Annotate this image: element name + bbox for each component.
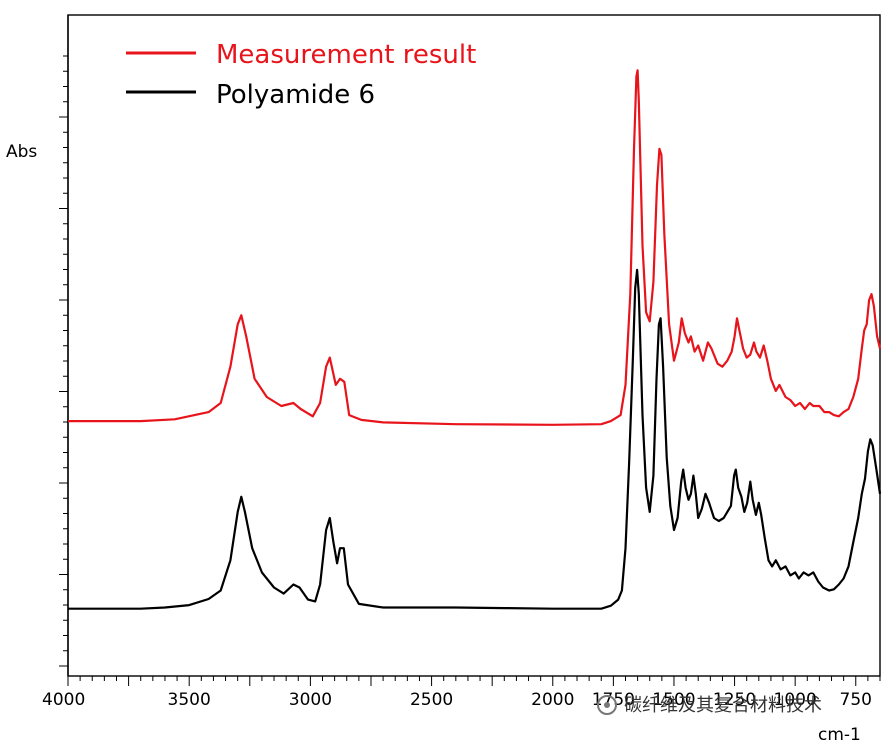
series-layer: [68, 69, 882, 610]
x-tick-label: 3500: [168, 690, 211, 710]
legend-label-measurement: Measurement result: [216, 40, 476, 70]
x-tick-label: 750: [840, 690, 872, 710]
x-axis-label: cm-1: [818, 725, 861, 745]
legend: Measurement result Polyamide 6: [126, 40, 476, 110]
series-line-measurement-result: [68, 69, 882, 426]
legend-label-polyamide: Polyamide 6: [216, 80, 375, 110]
x-tick-label: 1500: [652, 690, 695, 710]
watermark-text: 碳纤维及其复合材料技术: [624, 695, 822, 716]
wechat-channel-icon-dot: [604, 702, 610, 708]
y-axis-label: Abs: [6, 142, 37, 162]
x-tick-label: 2000: [531, 690, 574, 710]
watermark: 碳纤维及其复合材料技术: [597, 695, 822, 716]
x-tick-label: 2500: [410, 690, 453, 710]
series-line-polyamide-6: [68, 268, 882, 610]
wechat-channel-icon: [597, 695, 617, 715]
x-tick-label: 1250: [713, 690, 756, 710]
x-tick-label: 3000: [289, 690, 332, 710]
plot-frame: [67, 14, 881, 677]
y-axis-ticks: [59, 55, 68, 667]
x-tick-label: 1000: [774, 690, 817, 710]
x-axis-ticks: 4000 3500 3000 2500 2000 1750 1500 1250 1000 750: [42, 676, 881, 710]
x-tick-label: 4000: [42, 690, 85, 710]
